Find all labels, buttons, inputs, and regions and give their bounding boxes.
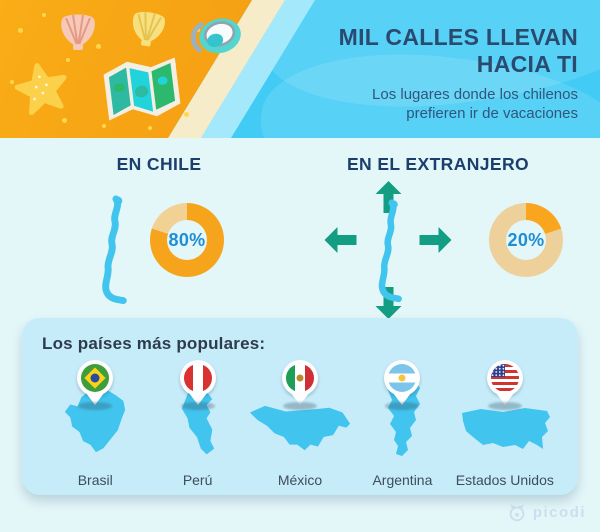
country-label: Brasil (77, 472, 113, 488)
mexico-map-icon (249, 405, 351, 451)
peru-flag-icon (183, 364, 212, 392)
starfish-icon (14, 63, 67, 116)
country-argentina: Argentina (351, 360, 453, 488)
pin-tip (393, 393, 412, 405)
arrow-down-icon (375, 287, 402, 319)
pin-tip (495, 393, 514, 405)
popular-countries-heading: Los países más populares: (42, 334, 266, 353)
pin-shadow (385, 402, 420, 410)
domestic-percent-label: 80% (168, 229, 206, 250)
usa-map-icon (461, 408, 550, 449)
arrow-right-icon (419, 227, 452, 254)
abroad-donut-chart: 20% (489, 203, 563, 277)
footer: picodi (0, 495, 600, 532)
domestic-donut-chart: 80% (150, 203, 224, 277)
page-title-line2: HACIA TI (476, 51, 578, 77)
country-label: Argentina (372, 472, 433, 488)
sand-dot (102, 124, 106, 128)
country-label: Perú (182, 472, 213, 488)
map-pin (77, 360, 114, 410)
chile-map-icon (378, 199, 402, 303)
header-title-block: MIL CALLES LLEVAN HACIA TI Los lugares d… (339, 24, 578, 123)
stat-domestic: EN CHILE 80% (0, 138, 276, 318)
domestic-heading: EN CHILE (116, 154, 202, 174)
countries-row: Brasil Perú (42, 360, 558, 488)
flag-detail (490, 364, 505, 377)
picodi-logo: picodi (506, 501, 586, 523)
pin-tip (291, 393, 310, 405)
mexico-flag-icon (286, 364, 315, 392)
sand-dot (148, 126, 152, 130)
pin-shadow (180, 402, 215, 410)
usa-flag-icon (490, 364, 519, 392)
map-pin (486, 360, 523, 410)
brand-name: picodi (532, 503, 586, 521)
abroad-heading: EN EL EXTRANJERO (346, 154, 530, 174)
brazil-flag-icon (81, 364, 110, 392)
page-title-line1: MIL CALLES LLEVAN (338, 24, 578, 50)
page-subtitle: Los lugares donde los chilenos prefieren… (372, 86, 578, 122)
yellow-scallop-shell-icon (132, 11, 165, 47)
peru-map-icon (181, 389, 214, 455)
sand-dot (18, 28, 23, 33)
vacation-stats-section: EN CHILE 80% EN EL EXTRANJERO (0, 138, 600, 319)
flag-detail (398, 374, 406, 382)
map-pin (384, 360, 421, 410)
header-banner: MIL CALLES LLEVAN HACIA TI Los lugares d… (0, 0, 600, 138)
arrow-left-icon (324, 227, 357, 254)
argentina-flag-icon (388, 364, 417, 392)
map-pin (282, 360, 319, 410)
picodi-mascot-icon (509, 504, 525, 522)
brazil-map-icon (65, 389, 126, 453)
sand-dot (184, 112, 189, 117)
folded-beach-map-icon (103, 57, 181, 121)
arrow-up-icon (375, 181, 402, 213)
sand-dot (62, 118, 67, 123)
chile-map-icon (102, 195, 127, 305)
country-mexico: México (249, 360, 351, 488)
sand-dot (10, 80, 14, 84)
country-label: México (277, 472, 323, 488)
abroad-percent-label: 20% (507, 229, 545, 250)
sand-dot (96, 44, 101, 49)
popular-countries-card: Los países más populares: (22, 318, 578, 495)
country-estados-unidos: Estados Unidos (454, 360, 556, 488)
pin-tip (86, 393, 105, 405)
chile-outbound-arrows (313, 177, 463, 325)
pin-shadow (283, 402, 318, 410)
pin-shadow (487, 402, 522, 410)
pin-shadow (78, 402, 113, 410)
diving-mask-icon (190, 18, 241, 54)
pink-scallop-shell-icon (61, 14, 95, 50)
country-peru: Perú (146, 360, 248, 488)
map-pin (179, 360, 216, 410)
pin-tip (188, 393, 207, 405)
flag-detail (90, 373, 100, 383)
country-brasil: Brasil (44, 360, 146, 488)
country-label: Estados Unidos (455, 472, 554, 488)
sand-dot (66, 58, 70, 62)
stat-abroad: EN EL EXTRANJERO (276, 138, 600, 319)
sand-dot (42, 13, 46, 17)
flag-detail (296, 374, 304, 382)
